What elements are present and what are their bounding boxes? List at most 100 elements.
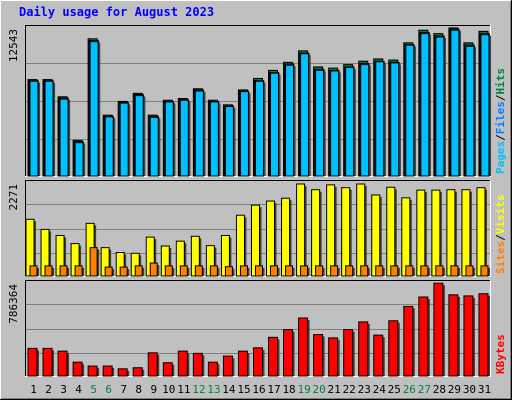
bar-kbytes-day-16 bbox=[252, 347, 265, 377]
bar-sites-day-19 bbox=[300, 265, 310, 277]
day-label-15: 15 bbox=[237, 383, 250, 396]
bar-pages-day-2 bbox=[44, 80, 56, 177]
bar-pages-day-7 bbox=[119, 102, 131, 177]
bar-pages-day-16-body bbox=[254, 80, 264, 177]
bar-kbytes-day-28-body bbox=[433, 282, 444, 377]
bar-pages-day-17 bbox=[270, 72, 281, 177]
bar-kbytes-day-25 bbox=[388, 320, 400, 377]
bar-pages-day-13 bbox=[209, 101, 221, 177]
side-legend-0: Pages/Files/Hits bbox=[494, 68, 507, 174]
bar-visits-day-28 bbox=[431, 189, 442, 277]
bar-sites-day-24 bbox=[375, 265, 385, 277]
bar-visits-day-21 bbox=[326, 184, 337, 277]
day-label-17: 17 bbox=[267, 383, 280, 396]
bar-pages-day-30-body bbox=[465, 45, 475, 177]
day-label-8: 8 bbox=[135, 383, 142, 396]
bar-sites-day-3-body bbox=[59, 265, 68, 277]
day-label-7: 7 bbox=[120, 383, 127, 396]
bar-pages-day-26-body bbox=[405, 44, 415, 177]
bar-sites-day-8-body bbox=[134, 265, 143, 277]
bar-pages-day-22-body bbox=[345, 67, 355, 177]
day-label-6: 6 bbox=[105, 383, 112, 396]
bar-kbytes-day-22-body bbox=[343, 329, 354, 377]
bar-sites-day-18-body bbox=[285, 265, 294, 277]
bar-pages-day-6 bbox=[104, 116, 116, 177]
bar-sites-day-3 bbox=[59, 265, 70, 277]
bar-kbytes-day-11-body bbox=[177, 350, 188, 377]
bar-pages-day-29 bbox=[450, 29, 461, 177]
bar-visits-day-16-body bbox=[250, 204, 260, 277]
bar-visits-day-16 bbox=[250, 204, 262, 277]
side-legend-files: Files bbox=[494, 101, 507, 134]
bar-kbytes-day-5-body bbox=[87, 365, 98, 377]
bar-pages-day-6-body bbox=[104, 116, 114, 177]
bar-pages-day-24-body bbox=[375, 61, 385, 177]
bar-visits-day-29-body bbox=[446, 189, 456, 277]
bar-visits-day-17 bbox=[266, 200, 277, 277]
bar-pages-day-21 bbox=[330, 70, 341, 177]
bar-kbytes-day-20 bbox=[313, 334, 325, 377]
bar-sites-day-17 bbox=[270, 265, 280, 277]
bar-pages-day-22 bbox=[345, 67, 356, 177]
bar-pages-day-8-body bbox=[134, 95, 144, 177]
side-legend-1: Sites/Visits bbox=[494, 195, 507, 275]
bar-kbytes-day-20-body bbox=[313, 334, 324, 377]
bar-pages-day-1-body bbox=[29, 80, 39, 177]
bar-pages-day-7-body bbox=[119, 102, 129, 177]
bar-kbytes-day-30 bbox=[463, 295, 475, 377]
day-label-23: 23 bbox=[358, 383, 371, 396]
bar-kbytes-day-27-body bbox=[418, 296, 429, 377]
bar-visits-day-31 bbox=[476, 187, 487, 277]
bar-kbytes-day-11 bbox=[177, 350, 190, 377]
bar-sites-day-15-body bbox=[239, 265, 248, 277]
bar-kbytes-day-12-body bbox=[192, 352, 203, 377]
bar-kbytes-day-19 bbox=[298, 317, 310, 377]
bar-pages-day-5 bbox=[89, 41, 101, 177]
bar-pages-day-11 bbox=[179, 99, 191, 177]
bar-visits-day-28-body bbox=[431, 189, 441, 277]
day-label-14: 14 bbox=[222, 383, 236, 396]
bar-sites-day-9 bbox=[149, 262, 160, 277]
bar-visits-day-27 bbox=[416, 189, 427, 277]
bar-sites-day-10-body bbox=[164, 265, 173, 277]
bar-pages-day-8 bbox=[134, 95, 146, 177]
bar-pages-day-9 bbox=[149, 116, 161, 177]
bar-sites-day-31 bbox=[480, 265, 490, 277]
bar-kbytes-day-23-body bbox=[358, 321, 369, 377]
bar-sites-day-6 bbox=[104, 266, 115, 277]
bar-pages-day-28 bbox=[435, 36, 446, 177]
side-legend-sites: Sites bbox=[494, 241, 507, 274]
bar-visits-day-25-body bbox=[386, 186, 396, 277]
bar-sites-day-29-body bbox=[450, 265, 459, 277]
bar-sites-day-9-body bbox=[149, 262, 158, 277]
day-label-29: 29 bbox=[448, 383, 461, 396]
bar-pages-day-31-body bbox=[480, 34, 490, 177]
day-label-30: 30 bbox=[463, 383, 476, 396]
bar-pages-day-23-body bbox=[360, 64, 370, 177]
y-axis-max-label-2: 786364 bbox=[7, 284, 20, 324]
side-legend-kbytes: KBytes bbox=[494, 334, 507, 374]
bar-sites-day-13 bbox=[209, 265, 220, 277]
side-legend-visits: Visits bbox=[494, 195, 507, 235]
bar-kbytes-day-2 bbox=[42, 347, 55, 377]
bar-kbytes-day-7-body bbox=[117, 368, 128, 377]
bar-kbytes-day-3-body bbox=[57, 350, 68, 377]
day-label-13: 13 bbox=[207, 383, 220, 396]
bar-visits-day-19-body bbox=[296, 183, 306, 277]
bar-kbytes-day-18-body bbox=[283, 329, 294, 377]
day-label-4: 4 bbox=[75, 383, 82, 396]
day-label-20: 20 bbox=[313, 383, 326, 396]
bar-pages-day-14-body bbox=[224, 106, 234, 177]
bar-sites-day-2-body bbox=[44, 265, 53, 277]
bar-kbytes-day-1-body bbox=[27, 347, 38, 377]
day-label-9: 9 bbox=[150, 383, 157, 396]
bar-visits-day-31-body bbox=[476, 187, 486, 277]
bar-pages-day-1 bbox=[29, 80, 40, 177]
bar-sites-day-23-body bbox=[360, 265, 369, 277]
bar-visits-day-30-body bbox=[461, 189, 471, 277]
bar-kbytes-day-9 bbox=[147, 352, 160, 377]
bar-sites-day-12-body bbox=[194, 265, 203, 277]
bar-pages-day-14 bbox=[224, 106, 236, 177]
side-legend-hits: Hits bbox=[494, 68, 507, 95]
bar-sites-day-15 bbox=[239, 265, 250, 277]
